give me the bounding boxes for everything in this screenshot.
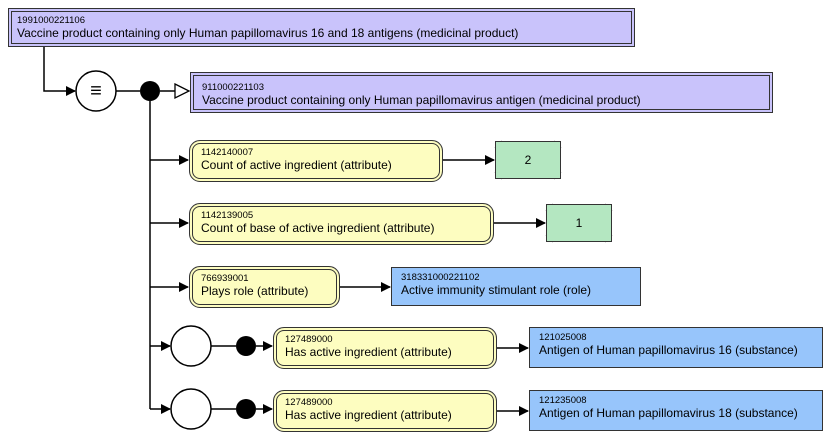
- concrete-value[interactable]: 2: [495, 141, 561, 179]
- attribute-id: 127489000: [285, 397, 333, 408]
- target-concept-substance[interactable]: 121025008 Antigen of Human papillomaviru…: [529, 327, 823, 368]
- target-concept-term: Antigen of Human papillomavirus 16 (subs…: [539, 343, 798, 357]
- attribute-count-active-ingredient[interactable]: 1142140007 Count of active ingredient (a…: [189, 140, 443, 182]
- attribute-term: Plays role (attribute): [201, 284, 309, 298]
- attribute-id: 766939001: [201, 273, 249, 284]
- focus-concept[interactable]: 1991000221106 Vaccine product containing…: [8, 8, 635, 47]
- isa-arrowhead: [174, 82, 191, 100]
- target-concept-substance[interactable]: 121235008 Antigen of Human papillomaviru…: [529, 390, 823, 431]
- attribute-plays-role[interactable]: 766939001 Plays role (attribute): [189, 266, 340, 308]
- attribute-count-base-active-ingredient[interactable]: 1142139005 Count of base of active ingre…: [189, 203, 494, 245]
- role-group-circle: [170, 325, 212, 367]
- attribute-id: 1142139005: [201, 210, 254, 221]
- attribute-id: 1142140007: [201, 147, 254, 158]
- conjunction-dot: [140, 81, 160, 101]
- concrete-value-number: 2: [524, 153, 532, 167]
- target-concept-id: 121025008: [539, 332, 587, 343]
- concrete-value[interactable]: 1: [546, 204, 612, 242]
- attribute-term: Has active ingredient (attribute): [285, 408, 452, 422]
- attribute-id: 127489000: [285, 334, 333, 345]
- attribute-has-active-ingredient[interactable]: 127489000 Has active ingredient (attribu…: [273, 390, 497, 432]
- target-concept-role[interactable]: 318331000221102 Active immunity stimulan…: [391, 267, 641, 306]
- focus-concept-id: 1991000221106: [17, 15, 85, 26]
- role-group-circle: [170, 388, 212, 430]
- attribute-term: Count of active ingredient (attribute): [201, 158, 392, 172]
- target-concept-term: Active immunity stimulant role (role): [401, 283, 592, 297]
- concrete-value-number: 1: [575, 216, 583, 230]
- equivalence-symbol: ≡: [90, 80, 102, 102]
- attribute-term: Count of base of active ingredient (attr…: [201, 221, 435, 235]
- attribute-has-active-ingredient[interactable]: 127489000 Has active ingredient (attribu…: [273, 327, 497, 369]
- parent-concept-term: Vaccine product containing only Human pa…: [202, 93, 641, 107]
- focus-connector: [43, 47, 76, 96]
- target-concept-term: Antigen of Human papillomavirus 18 (subs…: [539, 406, 798, 420]
- target-concept-id: 318331000221102: [401, 272, 480, 283]
- group-conjunction-dot: [236, 336, 256, 356]
- attribute-term: Has active ingredient (attribute): [285, 345, 452, 359]
- focus-concept-term: Vaccine product containing only Human pa…: [17, 26, 519, 40]
- group-conjunction-dot: [236, 399, 256, 419]
- parent-concept[interactable]: 911000221103 Vaccine product containing …: [190, 72, 773, 113]
- target-concept-id: 121235008: [539, 395, 587, 406]
- parent-concept-id: 911000221103: [202, 82, 264, 93]
